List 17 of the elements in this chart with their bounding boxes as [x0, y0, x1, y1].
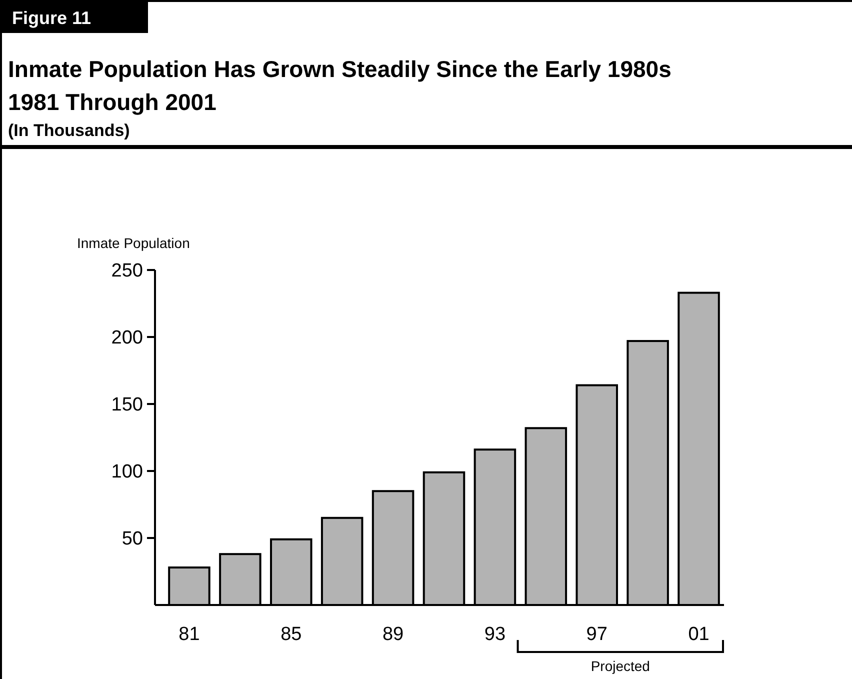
y-tick-label: 250 [111, 260, 143, 282]
y-tick-label: 100 [111, 462, 143, 483]
y-axis-title: Inmate Population [77, 235, 190, 251]
x-tick-label: 93 [484, 624, 506, 645]
y-tick-label: 200 [111, 328, 143, 349]
x-tick-label: 01 [688, 624, 710, 645]
chart-subtitle: 1981 Through 2001 [8, 89, 217, 115]
chart-title: Inmate Population Has Grown Steadily Since the Early 1980s [8, 56, 672, 82]
x-tick-label: 97 [586, 624, 608, 645]
caption: Figure 11 [12, 8, 92, 28]
text: (In Thousands) [8, 121, 130, 140]
text: Projected [590, 658, 650, 674]
x-tick-label: 85 [280, 624, 302, 645]
x-tick-label: 81 [178, 624, 200, 645]
y-tick-label: 150 [111, 394, 143, 416]
y-tick-label: 50 [122, 528, 143, 550]
x-tick-label: 89 [382, 624, 404, 645]
